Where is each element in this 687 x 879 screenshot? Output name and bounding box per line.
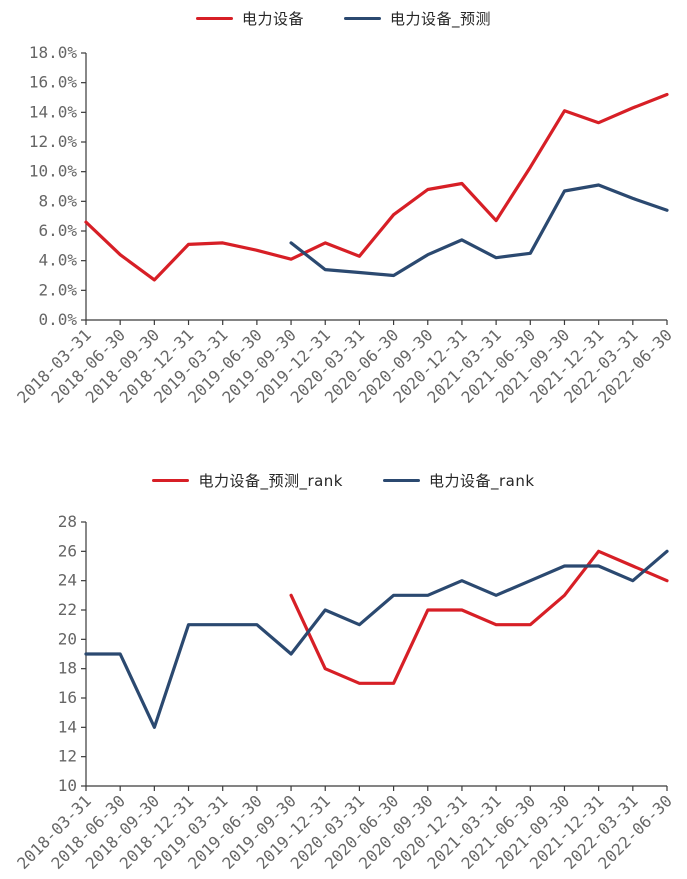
chart-legend: 电力设备_预测_rank 电力设备_rank [0,470,687,491]
legend-label: 电力设备 [241,10,304,28]
y-tick-label: 2.0% [38,280,77,299]
y-tick-label: 24 [58,571,77,590]
series-line-电力设备_rank [84,549,669,729]
axes [81,521,668,791]
series-line-电力设备 [84,92,669,282]
forecast-rank-chart: 电力设备_预测_rank 电力设备_rank 10 12 14 16 18 20 22 24 2… [0,439,687,879]
y-tick-label: 16 [58,688,77,707]
y-tick-label: 26 [58,541,77,560]
series-line-电力设备_预测 [289,183,669,278]
y-tick-label: 0.0% [38,310,77,329]
y-tick-label: 8.0% [38,191,77,210]
y-tick-label: 12 [58,747,77,766]
y-tick-label: 28 [58,512,77,531]
legend-item-actual-rank: 电力设备_rank [383,470,535,491]
legend-item-forecast-rank: 电力设备_预测_rank [152,470,343,491]
legend-line-swatch [383,479,420,482]
y-tick-label: 12.0% [29,132,78,151]
y-tick-label: 18.0% [29,43,78,62]
y-tick-label: 20 [58,629,77,648]
y-tick-label: 16.0% [29,73,78,92]
axis-lines [85,53,667,321]
y-tick-label: 10 [58,776,77,795]
y-tick-label: 22 [58,600,77,619]
y-tick-label: 4.0% [38,251,77,270]
forecast-return-chart: 电力设备 电力设备_预测 0.0% 2.0% 4.0% 6.0% 8.0% 10.0% 12… [0,8,687,407]
y-tick-label: 14.0% [29,102,78,121]
legend-line-swatch [195,17,233,20]
legend-item-actual: 电力设备 [195,8,304,29]
legend-label: 电力设备_预测_rank [198,472,343,490]
line-plot: 0.0% 2.0% 4.0% 6.0% 8.0% 10.0% 12.0% 14.0% 16.0%… [13,43,676,407]
legend-item-forecast: 电力设备_预测 [344,8,491,29]
legend-label: 电力设备_预测 [390,10,492,28]
axis-lines [85,522,667,787]
line-plot: 101214161820222426282018-03-312018-06-30… [13,512,676,873]
chart-legend: 电力设备 电力设备_预测 [0,8,687,29]
legend-label: 电力设备_rank [429,472,535,490]
y-tick-label: 18 [58,659,77,678]
y-tick-label: 10.0% [29,162,78,181]
legend-line-swatch [344,17,381,20]
series-line-电力设备_预测_rank [289,549,669,685]
axes [81,52,668,325]
legend-line-swatch [152,479,190,482]
y-tick-label: 6.0% [38,221,77,240]
y-tick-label: 14 [58,717,77,736]
